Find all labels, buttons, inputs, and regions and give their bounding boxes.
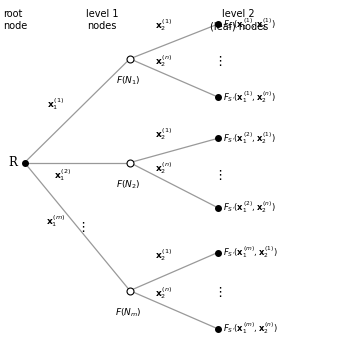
Text: $\mathbf{x}_1^{\,(m)}$: $\mathbf{x}_1^{\,(m)}$ [46, 213, 66, 229]
Text: $F(N_1)$: $F(N_1)$ [116, 74, 140, 87]
Text: $F_{S'}(\mathbf{x}_1^{\,(1)},\mathbf{x}_2^{\,(n)})$: $F_{S'}(\mathbf{x}_1^{\,(1)},\mathbf{x}_… [223, 89, 276, 104]
Text: $F(N_m)$: $F(N_m)$ [115, 306, 141, 319]
Text: $F(N_2)$: $F(N_2)$ [116, 178, 140, 191]
Text: $\mathbf{x}_2^{\,(1)}$: $\mathbf{x}_2^{\,(1)}$ [154, 247, 172, 263]
Text: $\vdots$: $\vdots$ [213, 168, 222, 182]
Text: R: R [9, 156, 18, 169]
Text: $\mathbf{x}_2^{\,(n)}$: $\mathbf{x}_2^{\,(n)}$ [154, 54, 172, 69]
Text: $\mathbf{x}_2^{\,(1)}$: $\mathbf{x}_2^{\,(1)}$ [154, 126, 172, 142]
Text: $F_{S'}(\mathbf{x}_1^{\,(m)},\mathbf{x}_2^{\,(n)})$: $F_{S'}(\mathbf{x}_1^{\,(m)},\mathbf{x}_… [223, 321, 278, 336]
Text: root
node: root node [4, 9, 28, 31]
Text: $\mathbf{x}_2^{\,(n)}$: $\mathbf{x}_2^{\,(n)}$ [154, 161, 172, 176]
Text: $\mathbf{x}_1^{\,(2)}$: $\mathbf{x}_1^{\,(2)}$ [54, 167, 72, 183]
Text: $\mathbf{x}_1^{\,(1)}$: $\mathbf{x}_1^{\,(1)}$ [47, 96, 65, 112]
Text: $\mathbf{x}_2^{\,(n)}$: $\mathbf{x}_2^{\,(n)}$ [154, 285, 172, 301]
Text: $F_{S'}(\mathbf{x}_1^{\,(1)},\mathbf{x}_2^{\,(1)})$: $F_{S'}(\mathbf{x}_1^{\,(1)},\mathbf{x}_… [223, 17, 276, 32]
Text: $\vdots$: $\vdots$ [76, 220, 85, 234]
Text: $F_{S'}(\mathbf{x}_1^{\,(2)},\mathbf{x}_2^{\,(1)})$: $F_{S'}(\mathbf{x}_1^{\,(2)},\mathbf{x}_… [223, 131, 276, 146]
Text: $F_{S'}(\mathbf{x}_1^{\,(2)},\mathbf{x}_2^{\,(n)})$: $F_{S'}(\mathbf{x}_1^{\,(2)},\mathbf{x}_… [223, 200, 276, 215]
Text: $\mathbf{x}_2^{\,(1)}$: $\mathbf{x}_2^{\,(1)}$ [154, 17, 172, 33]
Text: level 1
nodes: level 1 nodes [86, 9, 118, 31]
Text: $F_{S'}(\mathbf{x}_1^{\,(m)},\mathbf{x}_2^{\,(1)})$: $F_{S'}(\mathbf{x}_1^{\,(m)},\mathbf{x}_… [223, 245, 278, 260]
Text: level 2
(leaf) nodes: level 2 (leaf) nodes [210, 9, 268, 31]
Text: $\vdots$: $\vdots$ [213, 54, 222, 67]
Text: $\vdots$: $\vdots$ [213, 285, 222, 299]
